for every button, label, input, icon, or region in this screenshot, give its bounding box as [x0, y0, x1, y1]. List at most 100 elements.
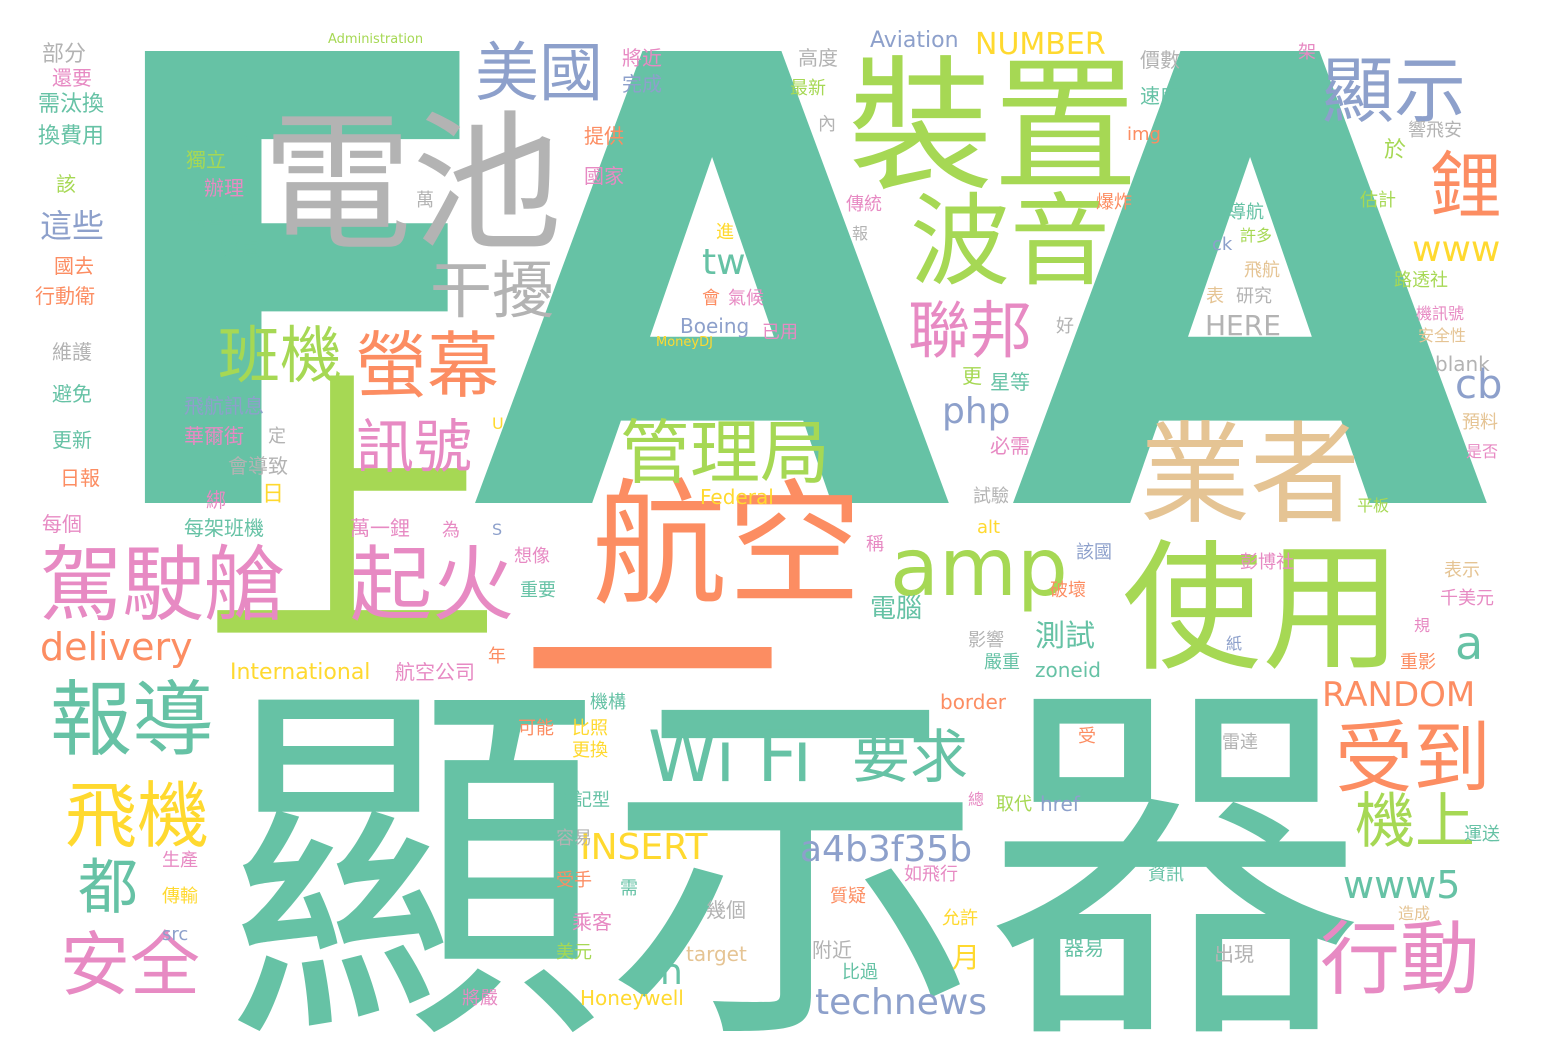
word: 氣候 [728, 288, 764, 309]
word: 飛航 [1244, 260, 1280, 281]
word: 傳輸 [162, 886, 198, 907]
word: 更新 [52, 428, 92, 452]
word: 紙 [1226, 634, 1243, 653]
word: www [1412, 229, 1501, 270]
word: 萬 [416, 190, 434, 211]
word: 美國 [475, 37, 603, 111]
word: 該國 [1076, 542, 1112, 563]
word: 定 [268, 426, 286, 447]
word: technews [815, 982, 988, 1023]
word: 允許 [942, 908, 978, 929]
word: 預料 [1462, 412, 1498, 433]
word: delivery [40, 625, 193, 669]
word: 螢幕 [355, 324, 500, 408]
word: 資訊 [1148, 864, 1184, 885]
word: 進 [716, 222, 734, 243]
word: 日報 [60, 466, 100, 490]
word: 需 [620, 878, 638, 899]
word: 出現 [1214, 942, 1254, 966]
word: 星等 [990, 370, 1030, 394]
word: Federal [700, 485, 774, 509]
word: php [942, 391, 1011, 432]
word: 航空公司 [395, 660, 475, 684]
word: 安全 [60, 924, 200, 1006]
word: A [472, 0, 952, 650]
word: zoneid [1035, 658, 1101, 682]
word: 還要 [52, 66, 92, 90]
word: 估計 [1360, 190, 1396, 211]
word: 許多 [1240, 226, 1273, 245]
word: 架 [1298, 42, 1316, 63]
word: 必需 [990, 434, 1030, 458]
word: 美元 [556, 942, 592, 963]
word: 想像 [514, 546, 550, 567]
word: 嚴重 [984, 652, 1020, 673]
word: 獨立 [186, 148, 226, 172]
word: 受 [1078, 726, 1096, 747]
word: 最新 [790, 78, 826, 99]
word: href [1040, 792, 1080, 816]
word: 駕駛艙 [40, 538, 287, 633]
word: border [940, 690, 1007, 714]
word: ck [1212, 234, 1233, 255]
word: 破壞 [1050, 580, 1086, 601]
word: 質疑 [830, 886, 866, 907]
word: 安全性 [1418, 326, 1467, 345]
word: 辦理 [204, 176, 244, 200]
word: 受到 [1335, 714, 1492, 804]
word: 使用 [1122, 528, 1403, 691]
word: 重要 [520, 580, 556, 601]
word: MoneyDJ [656, 335, 713, 350]
word: 該 [56, 172, 76, 196]
word: International [230, 660, 371, 685]
word: 內 [818, 114, 836, 135]
word: Wi Fi [648, 716, 812, 798]
word: INSERT [580, 827, 708, 868]
word: 容易 [556, 828, 592, 849]
word: 避免 [52, 382, 92, 406]
word: 於 [1384, 138, 1407, 163]
word: 響飛安 [1408, 120, 1462, 141]
word: 會導致 [228, 454, 288, 478]
word: 比過 [842, 962, 878, 983]
word: 可能 [518, 718, 554, 739]
word: 綁 [206, 488, 226, 512]
word: 日 [262, 482, 285, 507]
word: cb [1455, 362, 1503, 408]
word: 波音 [910, 183, 1110, 300]
word: a4b3f35b [800, 829, 973, 870]
word: Aviation [870, 28, 959, 53]
word: 更換 [572, 740, 608, 761]
word: target [686, 942, 747, 966]
word: 要求 [852, 723, 969, 791]
word: 更 [962, 364, 982, 388]
word: 電腦 [870, 594, 923, 624]
word: 附近 [812, 938, 852, 962]
word: 生產 [162, 850, 198, 871]
word: 高度 [798, 46, 838, 70]
word: 上 [202, 345, 502, 694]
word: U [492, 414, 504, 433]
word: 報導 [50, 673, 215, 768]
word: Boeing [680, 314, 750, 338]
word: 國去 [54, 254, 94, 278]
word: 每個 [42, 512, 82, 536]
word: 影響 [968, 630, 1004, 651]
word: 表 [1206, 286, 1224, 307]
word: 將近 [622, 46, 662, 70]
word: 為 [442, 520, 460, 541]
word: 機訊號 [1416, 304, 1465, 323]
word: Honeywell [580, 986, 684, 1010]
word: 價數 [1140, 48, 1180, 72]
word: 報 [852, 224, 869, 243]
word: avw [212, 124, 253, 148]
word: 訊號 [356, 413, 473, 481]
word: 會 [702, 288, 720, 309]
word: 彭博社 [1240, 552, 1294, 573]
word: 機上 [1355, 787, 1475, 857]
word: 月 [952, 941, 981, 974]
word: 國家 [584, 164, 624, 188]
word: 提供 [584, 124, 624, 148]
word: 傳統 [846, 194, 882, 215]
